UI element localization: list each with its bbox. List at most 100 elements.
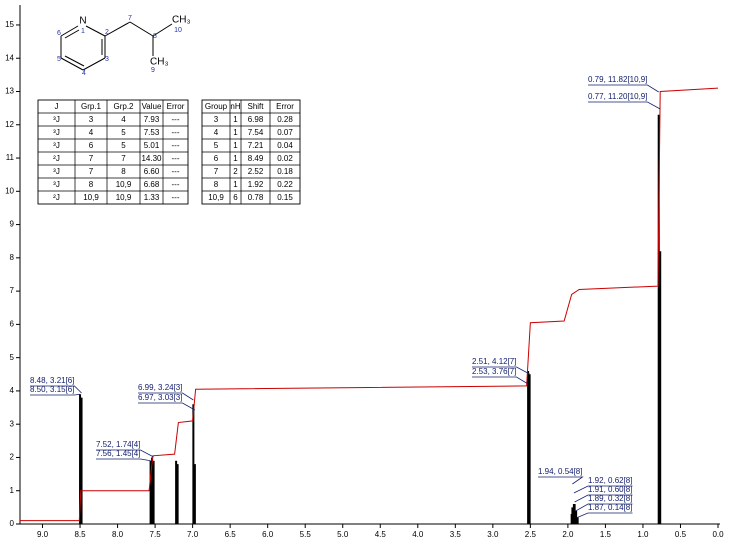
peak-label-leader: [472, 376, 529, 385]
table-value: ---: [172, 128, 180, 137]
peak-label-leader: [30, 393, 81, 396]
table-value: 10,9: [208, 193, 224, 202]
x-tick-label: 1.5: [600, 530, 612, 539]
table-value: ³J: [53, 180, 60, 189]
peak-label: 7.52, 1.74[4]: [96, 440, 140, 449]
peak-label-leader: [538, 476, 584, 485]
x-tick-label: 4.0: [412, 530, 424, 539]
y-tick-label: 10: [5, 186, 14, 195]
table-value: 0.07: [277, 128, 293, 137]
table-value: 7: [214, 167, 219, 176]
table-value: 6: [89, 141, 94, 150]
table-value: 7.21: [248, 141, 264, 150]
y-tick-label: 8: [10, 253, 15, 262]
y-tick-label: 2: [10, 453, 15, 462]
peak-label: 1.92, 0.62[8]: [588, 476, 632, 485]
table-header: Shift: [247, 102, 264, 111]
table-value: 0.02: [277, 154, 293, 163]
table-value: ²J: [53, 154, 60, 163]
x-tick-label: 0.0: [712, 530, 724, 539]
atom-number: 4: [82, 70, 86, 77]
x-tick-label: 7.5: [150, 530, 162, 539]
atom-number: 3: [105, 56, 109, 63]
table-value: 7.53: [144, 128, 160, 137]
table-value: ---: [172, 141, 180, 150]
x-tick-label: 7.0: [187, 530, 199, 539]
table-value: 4: [89, 128, 94, 137]
table-value: 7: [89, 154, 94, 163]
table-value: 1.92: [248, 180, 264, 189]
table-header: Value: [142, 102, 162, 111]
table-cell: [269, 190, 301, 205]
peak-label-leader: [574, 494, 633, 503]
table-value: 3: [214, 115, 219, 124]
peak-label: 0.77, 11.20[10,9]: [588, 92, 647, 101]
table-value: 7.93: [144, 115, 160, 124]
peak-label: 6.99, 3.24[3]: [138, 383, 182, 392]
table-value: 6: [214, 154, 219, 163]
table-value: 5: [121, 141, 126, 150]
y-tick-label: 13: [5, 87, 14, 96]
peak-label-leader: [573, 485, 633, 494]
table-value: 8.49: [248, 154, 264, 163]
table-value: ---: [172, 154, 180, 163]
peak-label: 8.48, 3.21[6]: [30, 376, 74, 385]
table-value: ²J: [53, 193, 60, 202]
table-value: 5: [214, 141, 219, 150]
table-value: 1: [233, 141, 238, 150]
peak-label-leader: [96, 449, 154, 458]
atom-number: 9: [151, 67, 155, 74]
table-value: 0.28: [277, 115, 293, 124]
atom-label: N: [79, 16, 86, 27]
table-header: Grp.1: [81, 102, 102, 111]
table-value: 1: [233, 128, 238, 137]
table-value: ---: [172, 167, 180, 176]
peak-label-leader: [138, 392, 194, 401]
y-tick-label: 7: [10, 286, 15, 295]
table-value: 1.33: [144, 193, 160, 202]
table-value: 10,9: [116, 180, 132, 189]
peak-label: 0.79, 11.82[10,9]: [588, 75, 647, 84]
table-value: 0.18: [277, 167, 293, 176]
peak-label-leader: [575, 503, 633, 512]
x-tick-label: 6.5: [225, 530, 237, 539]
atom-number: 7: [128, 15, 132, 22]
peak-label: 1.89, 0.32[8]: [588, 494, 632, 503]
x-tick-label: 4.5: [375, 530, 387, 539]
y-tick-label: 4: [10, 386, 15, 395]
table-value: ³J: [53, 167, 60, 176]
peak-label: 1.87, 0.14[8]: [588, 503, 632, 512]
x-tick-label: 0.5: [675, 530, 687, 539]
peak-label: 2.51, 4.12[7]: [472, 357, 516, 366]
y-tick-label: 12: [5, 120, 14, 129]
table-value: 0.78: [248, 193, 264, 202]
table-value: 6.98: [248, 115, 264, 124]
table-header: Grp.2: [113, 102, 134, 111]
x-tick-label: 5.5: [300, 530, 312, 539]
y-tick-label: 0: [10, 519, 15, 528]
y-tick-label: 3: [10, 419, 15, 428]
table-value: 0.22: [277, 180, 293, 189]
x-tick-label: 2.0: [562, 530, 574, 539]
peak-label-leader: [138, 402, 196, 411]
table-cell: [162, 190, 189, 205]
table-value: 6: [233, 193, 238, 202]
y-tick-label: 15: [5, 20, 14, 29]
x-tick-label: 3.0: [487, 530, 499, 539]
table-value: 5.01: [144, 141, 160, 150]
table-value: ---: [172, 193, 180, 202]
x-tick-label: 8.5: [74, 530, 86, 539]
table-value: 1: [233, 115, 238, 124]
table-value: 5: [121, 128, 126, 137]
x-tick-label: 2.5: [525, 530, 537, 539]
x-tick-label: 8.0: [112, 530, 124, 539]
table-value: 4: [121, 115, 126, 124]
peak-label: 7.56, 1.45[4]: [96, 449, 140, 458]
table-value: 7: [121, 154, 126, 163]
table-value: 10,9: [83, 193, 99, 202]
x-tick-label: 9.0: [37, 530, 49, 539]
table-header: Group: [205, 102, 228, 111]
x-tick-label: 5.0: [337, 530, 349, 539]
table-value: 4: [214, 128, 219, 137]
